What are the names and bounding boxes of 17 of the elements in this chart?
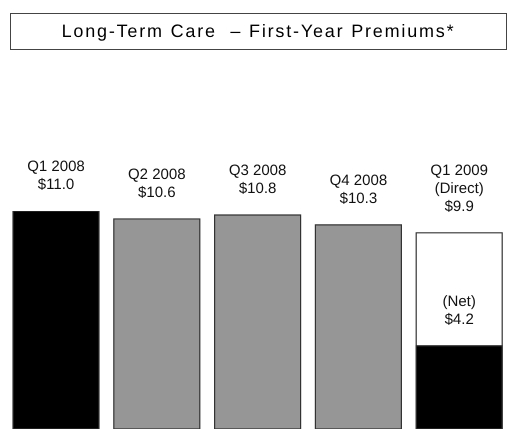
data-label: $11.0 (38, 176, 74, 193)
x-tick-label: Q4 2008 (330, 172, 388, 189)
data-label: $10.8 (238, 180, 276, 197)
x-tick-label: Q2 2008 (128, 166, 186, 183)
x-tick-label: Q1 2009 (430, 162, 488, 179)
x-tick-label: Q1 2008 (27, 158, 85, 175)
bar (314, 224, 402, 429)
data-label: $10.3 (340, 190, 378, 207)
annotation: (Net) (442, 292, 476, 310)
x-tick-label: Q3 2008 (228, 162, 286, 179)
data-label: $9.9 (444, 198, 474, 215)
annotation: (Direct) (434, 180, 484, 197)
chart-title: Long-Term Care – First-Year Premiums* (10, 13, 507, 50)
data-label: $10.6 (138, 184, 176, 201)
bar (214, 214, 302, 429)
data-label: $4.2 (444, 310, 474, 328)
bar (113, 218, 200, 429)
